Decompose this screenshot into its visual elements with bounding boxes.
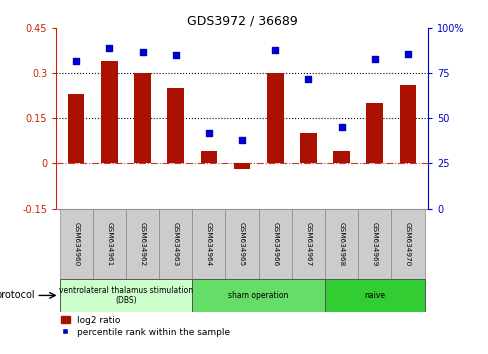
Text: GSM634970: GSM634970 [404,222,410,266]
Point [337,125,345,130]
Text: protocol: protocol [0,290,35,301]
Text: sham operation: sham operation [228,291,288,300]
Bar [333,152,349,164]
Point [171,52,179,58]
Bar [325,209,357,279]
Bar [200,152,217,164]
Title: GDS3972 / 36689: GDS3972 / 36689 [186,14,297,27]
Text: GSM634964: GSM634964 [205,222,211,266]
Bar [68,95,84,164]
Text: GSM634968: GSM634968 [338,222,344,266]
Bar [192,279,325,312]
Text: ventrolateral thalamus stimulation
(DBS): ventrolateral thalamus stimulation (DBS) [59,286,193,305]
Bar [60,209,93,279]
Text: GSM634962: GSM634962 [139,222,145,266]
Bar [167,88,183,164]
Bar [300,133,316,164]
Bar [366,103,382,164]
Bar [93,209,125,279]
Point [403,51,411,56]
Bar [134,73,150,164]
Point [238,137,245,143]
Bar [225,209,258,279]
Text: GSM634969: GSM634969 [371,222,377,266]
Text: GSM634966: GSM634966 [272,222,278,266]
Bar [258,209,291,279]
Bar [101,61,118,164]
Point [105,45,113,51]
Bar [192,209,225,279]
Bar [399,85,415,164]
Bar [266,73,283,164]
Text: GSM634961: GSM634961 [106,222,112,266]
Point [138,49,146,55]
Text: GSM634963: GSM634963 [172,222,178,266]
Bar [291,209,325,279]
Text: GSM634965: GSM634965 [239,222,244,266]
Bar [159,209,192,279]
Point [370,56,378,62]
Point [271,47,279,53]
Point [204,130,212,136]
Bar [325,279,424,312]
Point [72,58,80,64]
Legend: log2 ratio, percentile rank within the sample: log2 ratio, percentile rank within the s… [61,316,230,337]
Bar [390,209,424,279]
Point [304,76,312,82]
Bar [233,164,250,170]
Bar [60,279,192,312]
Text: GSM634967: GSM634967 [305,222,311,266]
Bar [125,209,159,279]
Text: naive: naive [364,291,385,300]
Text: GSM634960: GSM634960 [73,222,79,266]
Bar [357,209,390,279]
